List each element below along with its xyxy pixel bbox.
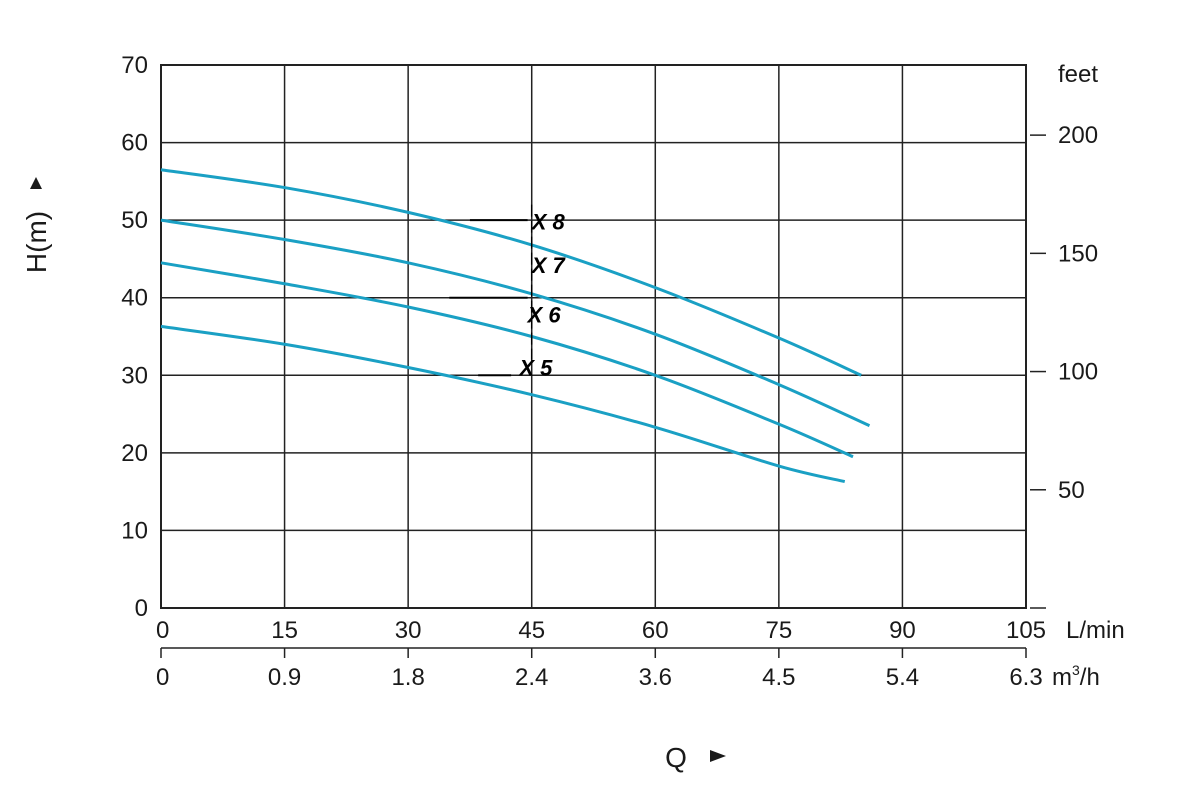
x-tick-label-lmin: 0 (156, 617, 169, 644)
y-tick-label: 40 (121, 285, 148, 312)
m3h-unit-suffix: /h (1080, 664, 1100, 691)
y-tick-label: 50 (121, 207, 148, 234)
x-tick-label-m3h: 4.5 (762, 664, 795, 691)
x-tick-label-m3h: 6.3 (1009, 664, 1042, 691)
feet-tick-label: 100 (1058, 359, 1098, 386)
series-label-x7: X 7 (530, 253, 567, 278)
lmin-axis-unit: L/min (1066, 617, 1125, 644)
y-tick-label: 60 (121, 130, 148, 157)
curve-x5 (160, 324, 846, 484)
series-label-x6: X 6 (526, 303, 562, 328)
series-label-x8: X 8 (530, 209, 566, 234)
x-tick-label-lmin: 75 (766, 617, 793, 644)
curve-layer (160, 168, 871, 484)
m3h-axis-unit: m3/h (1052, 662, 1100, 691)
curve-x7 (160, 218, 871, 428)
plot-frame (160, 64, 1027, 609)
x-tick-label-m3h: 1.8 (391, 664, 424, 691)
x-tick-label-m3h: 3.6 (639, 664, 672, 691)
x-tick-label-m3h: 5.4 (886, 664, 919, 691)
curve-x6 (160, 261, 854, 459)
x-tick-label-lmin: 15 (271, 617, 298, 644)
y-tick-label: 30 (121, 362, 148, 389)
x-axis-arrow-icon (710, 750, 726, 762)
feet-tick-label: 150 (1058, 240, 1098, 267)
y-tick-label: 20 (121, 440, 148, 467)
x-axis-label: Q (665, 742, 687, 773)
feet-axis-unit: feet (1058, 61, 1098, 88)
x-tick-label-lmin: 90 (889, 617, 916, 644)
x-tick-label-m3h: 2.4 (515, 664, 548, 691)
series-label-x5: X 5 (517, 355, 553, 380)
x-tick-label-lmin: 30 (395, 617, 422, 644)
x-tick-label-lmin: 105 (1006, 617, 1046, 644)
m3h-unit-exp: 3 (1072, 662, 1080, 678)
x-tick-label-m3h: 0.9 (268, 664, 301, 691)
grid-layer (160, 64, 1046, 658)
curve-x8 (160, 168, 862, 377)
m3h-unit-base: m (1052, 664, 1072, 691)
y-tick-label: 70 (121, 52, 148, 79)
feet-tick-label: 50 (1058, 477, 1085, 504)
y-tick-label: 0 (135, 595, 148, 622)
y-axis-arrow-icon (30, 177, 42, 189)
x-tick-label-lmin: 45 (518, 617, 545, 644)
feet-tick-label: 200 (1058, 122, 1098, 149)
x-tick-label-m3h: 0 (156, 664, 169, 691)
marker-layer (449, 204, 533, 377)
y-axis-label: H(m) (21, 211, 52, 273)
y-tick-label: 10 (121, 517, 148, 544)
x-tick-label-lmin: 60 (642, 617, 669, 644)
